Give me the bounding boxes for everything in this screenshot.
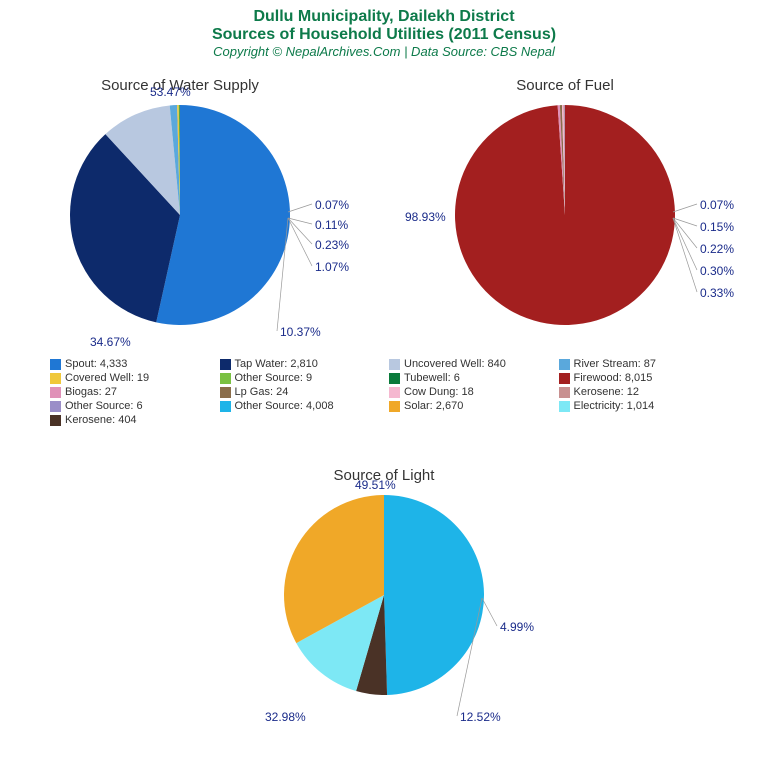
legend-swatch: [220, 373, 231, 384]
legend-item: Other Source: 4,008: [220, 400, 382, 412]
legend-label: Uncovered Well: 840: [404, 358, 506, 370]
legend-swatch: [50, 415, 61, 426]
legend-swatch: [559, 387, 570, 398]
legend-item: Electricity: 1,014: [559, 400, 721, 412]
legend-label: Solar: 2,670: [404, 400, 463, 412]
legend-item: Spout: 4,333: [50, 358, 212, 370]
legend-item: Tubewell: 6: [389, 372, 551, 384]
legend-label: Kerosene: 12: [574, 386, 639, 398]
pie-slice: [384, 495, 484, 695]
pct-label: 98.93%: [405, 210, 446, 224]
legend-swatch: [220, 359, 231, 370]
legend-label: Biogas: 27: [65, 386, 117, 398]
legend-label: Cow Dung: 18: [404, 386, 474, 398]
legend-swatch: [50, 387, 61, 398]
legend-item: Firewood: 8,015: [559, 372, 721, 384]
legend-swatch: [559, 373, 570, 384]
pct-label: 1.07%: [315, 260, 349, 274]
legend-item: Lp Gas: 24: [220, 386, 382, 398]
legend-label: Other Source: 6: [65, 400, 143, 412]
pct-label: 34.67%: [90, 335, 131, 349]
legend-swatch: [389, 387, 400, 398]
legend-label: Electricity: 1,014: [574, 400, 655, 412]
legend-item: Kerosene: 404: [50, 414, 212, 426]
pct-label: 53.47%: [150, 85, 191, 99]
legend-label: Firewood: 8,015: [574, 372, 653, 384]
pct-label: 12.52%: [460, 710, 501, 724]
pct-label: 49.51%: [355, 478, 396, 492]
legend-label: Other Source: 4,008: [235, 400, 334, 412]
pct-label: 0.30%: [700, 264, 734, 278]
pct-label: 0.22%: [700, 242, 734, 256]
legend-label: River Stream: 87: [574, 358, 657, 370]
pct-label: 0.07%: [700, 198, 734, 212]
legend-label: Tubewell: 6: [404, 372, 460, 384]
pct-label: 0.23%: [315, 238, 349, 252]
pct-label: 0.11%: [315, 218, 348, 232]
legend-item: River Stream: 87: [559, 358, 721, 370]
legend-swatch: [389, 401, 400, 412]
legend-item: Covered Well: 19: [50, 372, 212, 384]
legend-swatch: [50, 359, 61, 370]
legend-swatch: [220, 387, 231, 398]
legend-swatch: [50, 373, 61, 384]
legend-label: Covered Well: 19: [65, 372, 149, 384]
pct-label: 0.33%: [700, 286, 734, 300]
pct-label: 10.37%: [280, 325, 321, 339]
pct-label: 0.15%: [700, 220, 734, 234]
legend-label: Spout: 4,333: [65, 358, 127, 370]
legend-label: Other Source: 9: [235, 372, 313, 384]
legend-item: Biogas: 27: [50, 386, 212, 398]
legend-label: Tap Water: 2,810: [235, 358, 318, 370]
legend-swatch: [559, 401, 570, 412]
legend-label: Kerosene: 404: [65, 414, 137, 426]
legend-swatch: [559, 359, 570, 370]
pct-label: 0.07%: [315, 198, 349, 212]
legend-label: Lp Gas: 24: [235, 386, 289, 398]
legend-item: Other Source: 9: [220, 372, 382, 384]
pct-label: 32.98%: [265, 710, 306, 724]
legend-item: Solar: 2,670: [389, 400, 551, 412]
pct-label: 4.99%: [500, 620, 534, 634]
chart-title: Source of Fuel: [435, 77, 695, 94]
legend-swatch: [50, 401, 61, 412]
legend-swatch: [389, 359, 400, 370]
legend: Spout: 4,333 Tap Water: 2,810 Uncovered We…: [50, 358, 720, 426]
legend-swatch: [389, 373, 400, 384]
legend-swatch: [220, 401, 231, 412]
legend-item: Other Source: 6: [50, 400, 212, 412]
legend-item: Kerosene: 12: [559, 386, 721, 398]
legend-item: Cow Dung: 18: [389, 386, 551, 398]
legend-item: Tap Water: 2,810: [220, 358, 382, 370]
legend-item: Uncovered Well: 840: [389, 358, 551, 370]
